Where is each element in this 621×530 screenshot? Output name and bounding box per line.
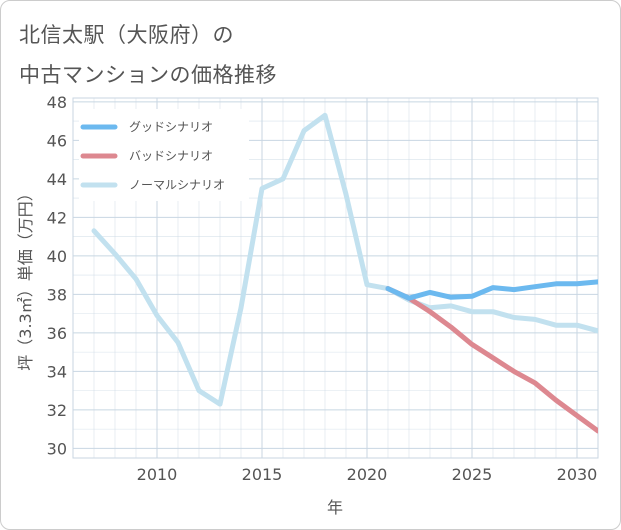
series-line-good [385, 279, 598, 301]
x-tick-label: 2015 [242, 465, 283, 484]
legend-label-good: グッドシナリオ [129, 120, 213, 134]
x-tick-label: 2030 [557, 465, 598, 484]
x-axis-label: 年 [327, 498, 343, 517]
legend: グッドシナリオ バッドシナリオ ノーマルシナリオ [79, 109, 249, 201]
y-tick-label: 46 [47, 131, 67, 150]
series-line-bad [385, 286, 598, 434]
legend-label-bad: バッドシナリオ [129, 149, 213, 163]
series-layer [91, 112, 598, 434]
legend-label-normal: ノーマルシナリオ [129, 178, 225, 192]
y-tick-label: 34 [47, 362, 67, 381]
series-line-normal [91, 112, 598, 407]
y-tick-label: 44 [47, 170, 67, 189]
chart-title-line2: 中古マンションの価格推移 [19, 63, 277, 87]
y-tick-label: 42 [47, 208, 67, 227]
y-tick-label: 40 [47, 247, 67, 266]
chart-title-line1: 北信太駅（大阪府）の [19, 23, 234, 47]
x-tick-label: 2020 [347, 465, 388, 484]
y-tick-label: 48 [47, 93, 67, 112]
y-tick-labels: 30 32 34 36 38 40 42 44 46 48 [47, 93, 67, 459]
y-tick-label: 32 [47, 401, 67, 420]
x-tick-label: 2010 [137, 465, 178, 484]
x-tick-labels: 2010 2015 2020 2025 2030 [137, 465, 598, 484]
y-axis-label: 坪（3.3㎡）単価（万円） [16, 185, 35, 370]
y-tick-label: 36 [47, 324, 67, 343]
y-tick-label: 30 [47, 439, 67, 458]
y-tick-label: 38 [47, 285, 67, 304]
x-tick-label: 2025 [452, 465, 493, 484]
